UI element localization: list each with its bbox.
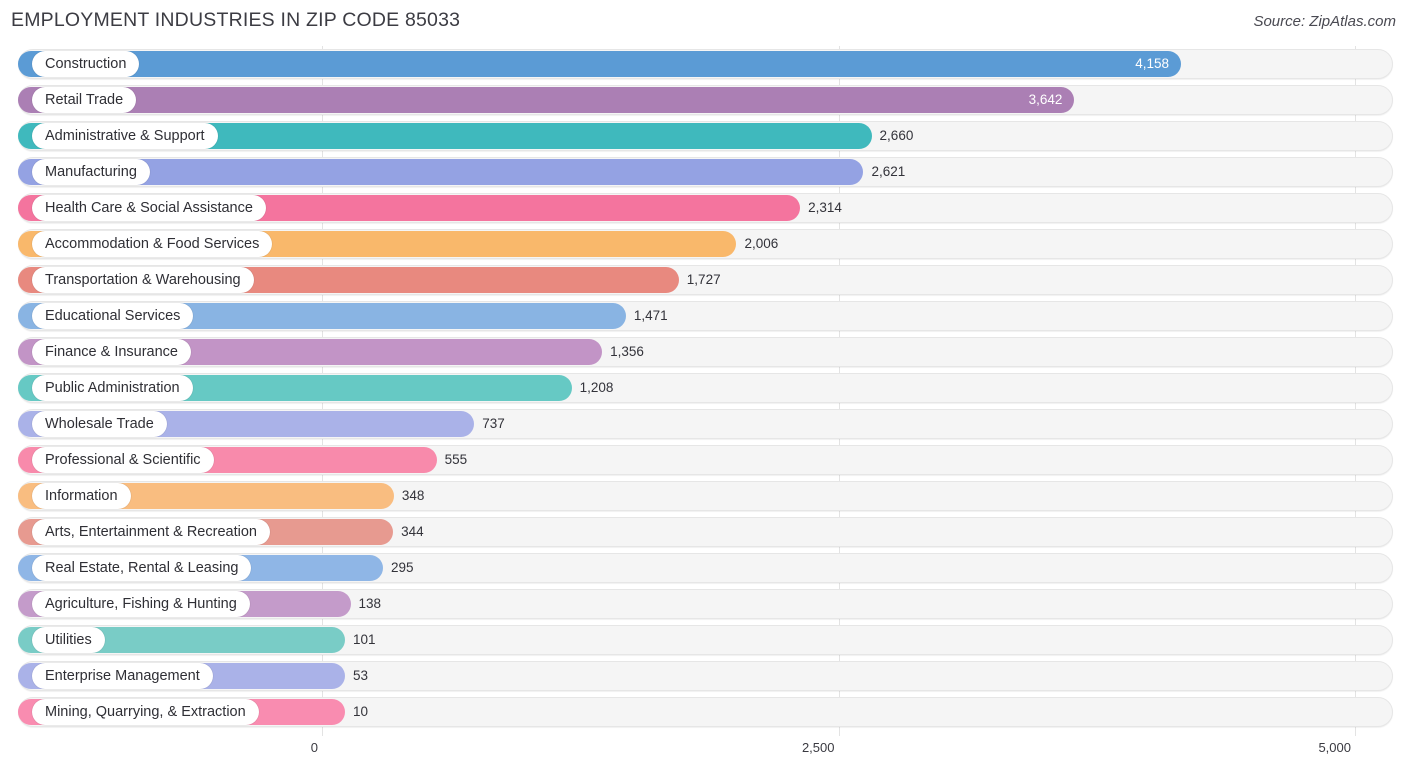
bar-row[interactable]: Health Care & Social Assistance 2,314: [0, 190, 1406, 226]
bar-label-pill: Enterprise Management: [32, 663, 213, 689]
category-label: Health Care & Social Assistance: [45, 199, 253, 216]
bar-row[interactable]: Enterprise Management 53: [0, 658, 1406, 694]
category-label: Utilities: [45, 631, 92, 648]
bar-label-pill: Information: [32, 483, 131, 509]
bar-label-pill: Accommodation & Food Services: [32, 231, 273, 257]
bar-label-pill: Finance & Insurance: [32, 339, 191, 365]
bar[interactable]: [18, 87, 1075, 113]
bar-value-label: 1,471: [633, 308, 668, 324]
category-label: Professional & Scientific: [45, 451, 201, 468]
category-label: Agriculture, Fishing & Hunting: [45, 595, 237, 612]
bar-value-label: 2,314: [808, 200, 842, 216]
bar-label-pill: Administrative & Support: [32, 123, 218, 149]
bar-value-label: 1,727: [686, 272, 721, 288]
bar-label-pill: Retail Trade: [32, 87, 137, 113]
category-label: Accommodation & Food Services: [45, 235, 260, 252]
bar-row[interactable]: Professional & Scientific 555: [0, 442, 1406, 478]
bar-value-label: 101: [353, 632, 376, 648]
bar-row[interactable]: Wholesale Trade 737: [0, 406, 1406, 442]
category-label: Real Estate, Rental & Leasing: [45, 559, 239, 576]
category-label: Enterprise Management: [45, 667, 200, 684]
category-label: Public Administration: [45, 379, 180, 396]
category-label: Educational Services: [45, 307, 181, 324]
bar-row[interactable]: Arts, Entertainment & Recreation 344: [0, 514, 1406, 550]
bar-value-label: 295: [390, 560, 414, 576]
chart-header: EMPLOYMENT INDUSTRIES IN ZIP CODE 85033 …: [0, 0, 1406, 46]
bar-row[interactable]: Agriculture, Fishing & Hunting 138: [0, 586, 1406, 622]
bar-label-pill: Utilities: [32, 627, 105, 653]
bar-row[interactable]: Public Administration 1,208: [0, 370, 1406, 406]
bar-label-pill: Agriculture, Fishing & Hunting: [32, 591, 250, 617]
bar-row[interactable]: Utilities 101: [0, 622, 1406, 658]
bar-value-label: 2,621: [871, 164, 906, 180]
category-label: Administrative & Support: [45, 127, 205, 144]
bar-value-label: 1,208: [579, 380, 614, 396]
bar-label-pill: Arts, Entertainment & Recreation: [32, 519, 270, 545]
bar-row[interactable]: Accommodation & Food Services 2,006: [0, 226, 1406, 262]
bar-label-pill: Educational Services: [32, 303, 194, 329]
bar-row[interactable]: Educational Services 1,471: [0, 298, 1406, 334]
category-label: Transportation & Warehousing: [45, 271, 241, 288]
category-label: Mining, Quarrying, & Extraction: [45, 703, 246, 720]
bar-row[interactable]: Construction 4,158: [0, 46, 1406, 82]
source-attribution: Source: ZipAtlas.com: [1253, 13, 1396, 30]
bar-row[interactable]: Real Estate, Rental & Leasing 295: [0, 550, 1406, 586]
bar-label-pill: Wholesale Trade: [32, 411, 167, 437]
category-label: Wholesale Trade: [45, 415, 154, 432]
bar-value-label: 138: [358, 596, 382, 612]
bar-row[interactable]: Finance & Insurance 1,356: [0, 334, 1406, 370]
bar[interactable]: [18, 159, 864, 185]
bar-value-label: 53: [353, 668, 369, 684]
bar-row[interactable]: Manufacturing 2,621: [0, 154, 1406, 190]
category-label: Finance & Insurance: [45, 343, 178, 360]
category-label: Arts, Entertainment & Recreation: [45, 523, 257, 540]
category-label: Manufacturing: [45, 163, 137, 180]
bar-value-label: 10: [353, 704, 369, 720]
bar-value-label: 344: [401, 524, 424, 540]
bar-label-pill: Construction: [32, 51, 140, 77]
x-axis: 0 2,500 5,000: [0, 736, 1406, 776]
bar-value-label: 2,660: [879, 128, 914, 144]
category-label: Retail Trade: [45, 91, 124, 108]
bar-label-pill: Public Administration: [32, 375, 193, 401]
bar-value-label: 1,356: [610, 344, 644, 360]
category-label: Construction: [45, 55, 127, 72]
bar-value-label: 555: [444, 452, 468, 468]
bar-label-pill: Manufacturing: [32, 159, 150, 185]
bar-value-label: 2,006: [744, 236, 779, 252]
bar-value-label: 4,158: [1135, 56, 1170, 72]
bar-rows: Construction 4,158 Retail Trade 3,642 Admini…: [0, 46, 1406, 730]
bar-row[interactable]: Mining, Quarrying, & Extraction 10: [0, 694, 1406, 730]
bar-value-label: 737: [482, 416, 505, 432]
bar-label-pill: Professional & Scientific: [32, 447, 214, 473]
x-axis-tick-label: 0: [310, 740, 318, 755]
bar-row[interactable]: Retail Trade 3,642: [0, 82, 1406, 118]
bar-value-label: 3,642: [1028, 92, 1063, 108]
bar-label-pill: Transportation & Warehousing: [32, 267, 254, 293]
bar-label-pill: Mining, Quarrying, & Extraction: [32, 699, 259, 725]
bar-row[interactable]: Information 348: [0, 478, 1406, 514]
plot-area: Construction 4,158 Retail Trade 3,642 Admini…: [0, 46, 1406, 736]
x-axis-tick-label: 2,500: [801, 740, 835, 755]
x-axis-tick-label: 5,000: [1318, 740, 1351, 755]
bar[interactable]: [18, 51, 1182, 77]
bar-label-pill: Health Care & Social Assistance: [32, 195, 266, 221]
bar-row[interactable]: Administrative & Support 2,660: [0, 118, 1406, 154]
bar-row[interactable]: Transportation & Warehousing 1,727: [0, 262, 1406, 298]
bar-label-pill: Real Estate, Rental & Leasing: [32, 555, 252, 581]
bar-value-label: 348: [401, 488, 425, 504]
page-title: EMPLOYMENT INDUSTRIES IN ZIP CODE 85033: [11, 9, 461, 31]
category-label: Information: [45, 487, 118, 504]
